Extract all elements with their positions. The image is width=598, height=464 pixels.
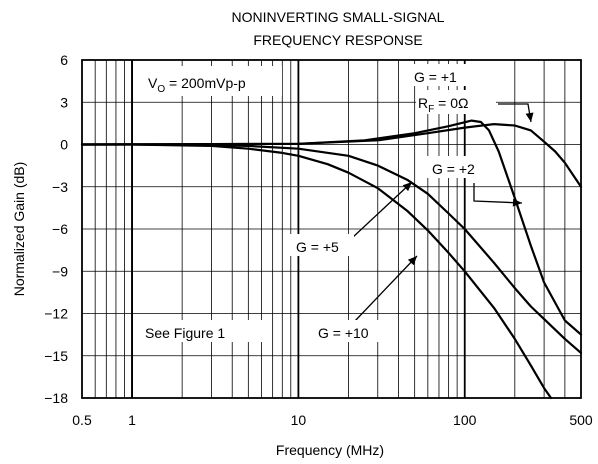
annotation-arrows [351, 103, 534, 323]
rf-label: RF = 0Ω [418, 95, 468, 115]
grid [82, 59, 581, 399]
g5-leader [351, 181, 413, 239]
g5-label: G = +5 [296, 239, 339, 255]
y-tick-label: 3 [60, 94, 68, 110]
rf-label-bg [416, 90, 496, 114]
vo-label-main: V [148, 75, 158, 91]
x-tick-label: 0.5 [72, 412, 92, 428]
g2-label-bg [424, 156, 496, 178]
x-tick-label: 100 [453, 412, 477, 428]
rf-label-main: R [418, 95, 428, 111]
rf-label-subscript: F [428, 104, 434, 115]
g10-label: G = +10 [318, 325, 369, 341]
g2-leader [473, 183, 523, 204]
vo-label-subscript: O [157, 84, 165, 95]
y-tick-label: −6 [52, 221, 68, 237]
series-line-3 [80, 143, 583, 354]
g10-leader [353, 255, 418, 323]
vo-label-bg [142, 66, 282, 96]
g1-label: G = +1 [414, 69, 457, 85]
y-tick-label: −15 [44, 348, 68, 364]
y-tick-label: −18 [44, 390, 68, 406]
vo-label: VO = 200mVp-p [148, 75, 246, 95]
y-tick-label: 6 [60, 52, 68, 68]
series-line-2 [80, 119, 583, 336]
y-tick-label: −12 [44, 306, 68, 322]
x-tick-label: 10 [291, 412, 307, 428]
y-tick-label: 0 [60, 137, 68, 153]
x-tick-label: 500 [569, 412, 593, 428]
x-tick-label: 1 [128, 412, 136, 428]
g1-leader-head [525, 112, 534, 122]
plot-frame [81, 59, 582, 399]
y-axis-label: Normalized Gain (dB) [11, 162, 27, 297]
g10-label-bg [310, 320, 386, 342]
y-tick-label: −9 [52, 263, 68, 279]
g2-label: G = +2 [432, 161, 475, 177]
chart-title-line-1: NONINVERTING SMALL-SIGNAL [232, 9, 445, 25]
figure-note-bg [140, 320, 262, 342]
figure-note: See Figure 1 [145, 325, 225, 341]
g1-label-bg [410, 64, 480, 86]
rf-label-rest: = 0Ω [434, 95, 468, 111]
chart-title-line-2: FREQUENCY RESPONSE [253, 32, 422, 48]
g5-leader-head [402, 182, 412, 192]
g2-leader-head [512, 198, 522, 207]
vo-label-rest: = 200mVp-p [165, 75, 246, 91]
g5-label-bg [290, 234, 354, 256]
g10-leader-head [407, 256, 417, 266]
x-axis-label: Frequency (MHz) [276, 442, 384, 458]
curves [80, 119, 583, 400]
tick-labels: 0.5 1 10 100 500 6 3 0 −3 −6 −9 −12 −15 −18 [44, 52, 593, 428]
series-line-1 [80, 123, 583, 188]
y-tick-label: −3 [52, 179, 68, 195]
